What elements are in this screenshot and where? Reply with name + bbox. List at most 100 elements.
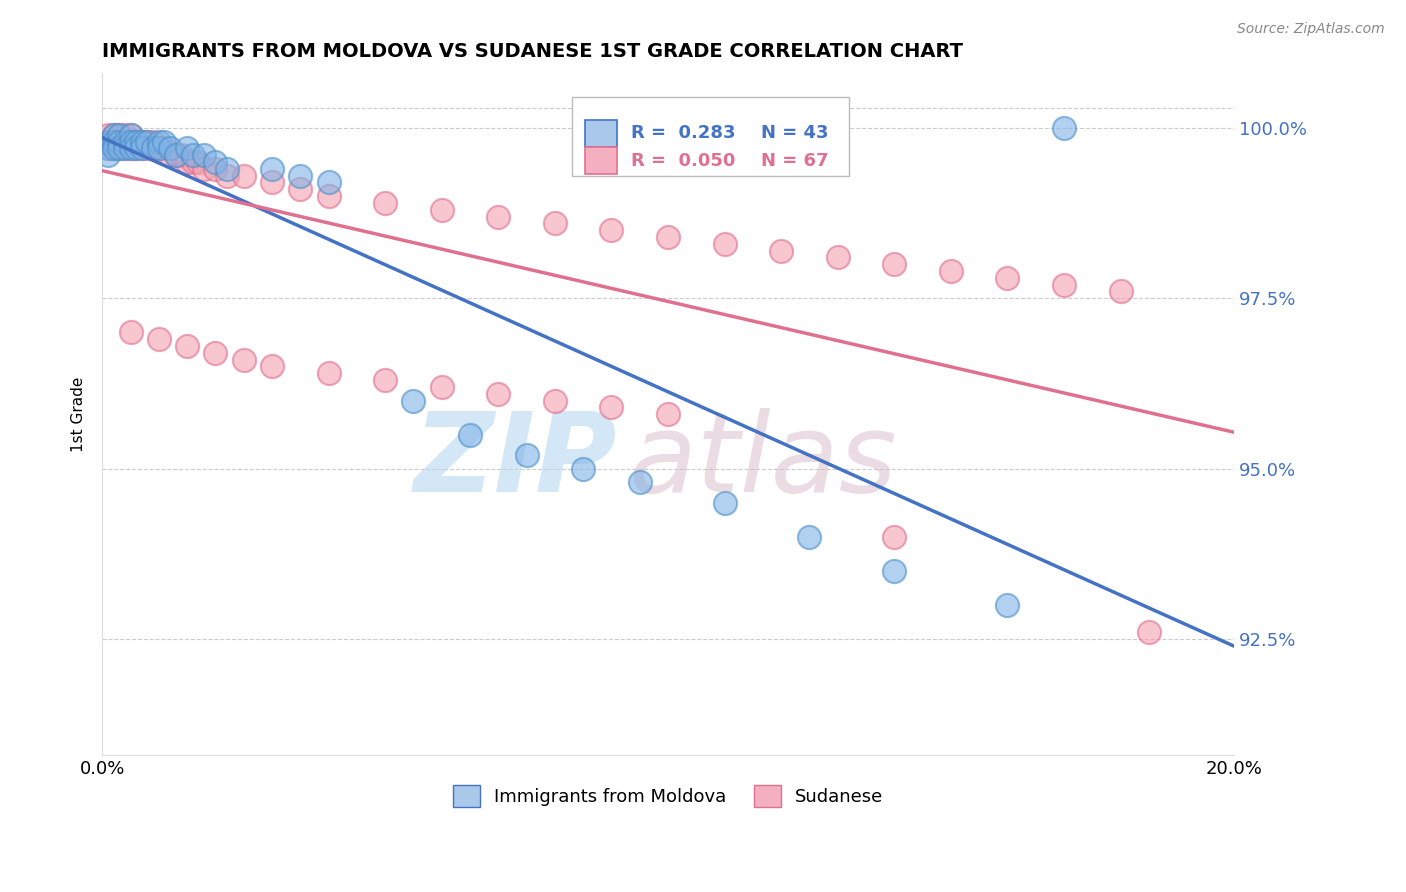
Point	[176, 155, 198, 169]
Legend: Immigrants from Moldova, Sudanese: Immigrants from Moldova, Sudanese	[446, 778, 890, 814]
Point	[136, 135, 159, 149]
Point	[374, 373, 396, 387]
Point	[142, 141, 165, 155]
Point	[148, 332, 170, 346]
Bar	[585, 120, 617, 147]
Point	[108, 141, 131, 155]
Point	[374, 195, 396, 210]
Point	[103, 128, 125, 142]
Point	[1053, 277, 1076, 292]
Point	[232, 352, 254, 367]
Point	[997, 271, 1019, 285]
Point	[136, 141, 159, 155]
Point	[97, 141, 120, 155]
Point	[120, 326, 142, 340]
Point	[430, 202, 453, 217]
Point	[939, 264, 962, 278]
Point	[458, 427, 481, 442]
Point	[120, 141, 142, 155]
Point	[827, 251, 849, 265]
Point	[516, 448, 538, 462]
Point	[1053, 120, 1076, 135]
Point	[97, 135, 120, 149]
Point	[97, 135, 120, 149]
Point	[142, 141, 165, 155]
Point	[486, 386, 509, 401]
Text: N = 43: N = 43	[761, 124, 828, 143]
Point	[114, 141, 136, 155]
Point	[883, 564, 905, 578]
Point	[628, 475, 651, 490]
FancyBboxPatch shape	[572, 97, 849, 176]
Point	[103, 135, 125, 149]
Point	[97, 141, 120, 155]
Point	[114, 128, 136, 142]
Text: R =  0.283: R = 0.283	[631, 124, 735, 143]
Point	[997, 598, 1019, 612]
Point	[1109, 285, 1132, 299]
Point	[148, 135, 170, 149]
Point	[290, 169, 312, 183]
Point	[176, 339, 198, 353]
Point	[103, 141, 125, 155]
Point	[232, 169, 254, 183]
Point	[544, 216, 567, 230]
Point	[204, 346, 226, 360]
Point	[103, 141, 125, 155]
Point	[108, 128, 131, 142]
Point	[260, 176, 283, 190]
Point	[148, 141, 170, 155]
Point	[131, 141, 153, 155]
Text: ZIP: ZIP	[413, 409, 617, 516]
Point	[170, 148, 193, 162]
Point	[125, 141, 148, 155]
Point	[770, 244, 793, 258]
Point	[159, 141, 181, 155]
Point	[108, 135, 131, 149]
Point	[544, 393, 567, 408]
Point	[136, 135, 159, 149]
Point	[114, 141, 136, 155]
Point	[103, 128, 125, 142]
Point	[131, 135, 153, 149]
Bar	[585, 147, 617, 174]
Point	[883, 530, 905, 544]
Point	[165, 148, 187, 162]
Point	[120, 135, 142, 149]
Point	[318, 366, 340, 380]
Text: R =  0.050: R = 0.050	[631, 152, 735, 169]
Point	[125, 135, 148, 149]
Point	[290, 182, 312, 196]
Point	[430, 380, 453, 394]
Point	[215, 161, 238, 176]
Point	[260, 359, 283, 374]
Point	[108, 135, 131, 149]
Text: IMMIGRANTS FROM MOLDOVA VS SUDANESE 1ST GRADE CORRELATION CHART: IMMIGRANTS FROM MOLDOVA VS SUDANESE 1ST …	[103, 42, 963, 61]
Point	[799, 530, 821, 544]
Point	[187, 155, 209, 169]
Point	[193, 148, 215, 162]
Point	[260, 161, 283, 176]
Point	[142, 135, 165, 149]
Point	[657, 407, 679, 421]
Point	[159, 148, 181, 162]
Point	[713, 496, 735, 510]
Point	[125, 141, 148, 155]
Point	[181, 148, 204, 162]
Point	[148, 141, 170, 155]
Y-axis label: 1st Grade: 1st Grade	[72, 376, 86, 452]
Point	[131, 135, 153, 149]
Point	[103, 135, 125, 149]
Point	[713, 236, 735, 251]
Point	[120, 141, 142, 155]
Point	[204, 161, 226, 176]
Point	[131, 141, 153, 155]
Point	[1137, 625, 1160, 640]
Point	[204, 155, 226, 169]
Point	[125, 135, 148, 149]
Text: atlas: atlas	[628, 409, 897, 516]
Point	[108, 128, 131, 142]
Point	[153, 141, 176, 155]
Point	[97, 148, 120, 162]
Point	[572, 461, 595, 475]
